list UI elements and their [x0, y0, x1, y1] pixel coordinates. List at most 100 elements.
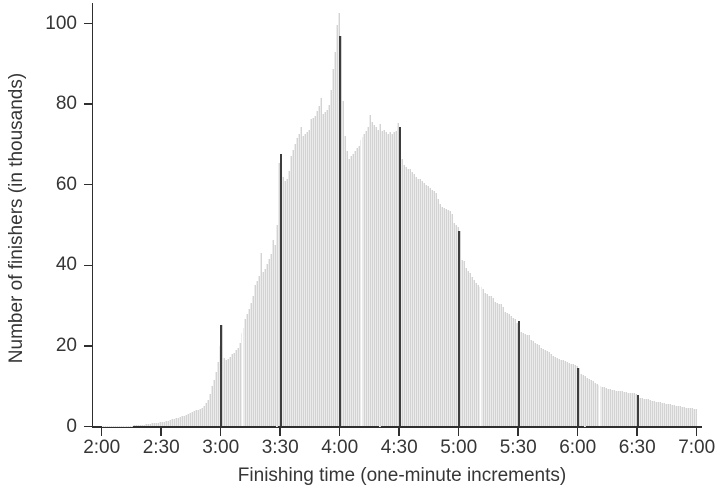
y-tick-mark: [84, 103, 92, 105]
histogram-bar: [349, 156, 352, 427]
histogram-bar: [167, 420, 170, 427]
histogram-bar: [290, 156, 293, 427]
y-tick-mark: [84, 22, 92, 25]
histogram-bar: [514, 319, 517, 427]
histogram-bar: [123, 425, 126, 427]
histogram-bar: [484, 292, 487, 427]
histogram-bar: [690, 408, 693, 427]
histogram-bar: [212, 380, 215, 427]
histogram-bar: [155, 422, 158, 427]
histogram-bar: [294, 144, 297, 427]
histogram-bar: [674, 405, 677, 427]
histogram-bar: [694, 408, 697, 427]
histogram-bar: [557, 358, 560, 427]
histogram-bar: [540, 347, 542, 427]
histogram-bar: [407, 168, 410, 427]
histogram-bar: [163, 421, 166, 427]
histogram-bar: [355, 148, 358, 427]
histogram-bar: [337, 12, 340, 427]
histogram-bar: [474, 282, 477, 427]
histogram-bar: [175, 418, 178, 427]
histogram-bar: [672, 405, 675, 427]
histogram-bar: [262, 272, 265, 427]
histogram-bar: [415, 176, 418, 427]
y-tick-mark: [84, 183, 92, 186]
histogram-bar: [210, 386, 213, 427]
round-time-spike-5:00: [458, 231, 461, 427]
histogram-bar: [579, 374, 582, 427]
histogram-bar: [268, 259, 271, 427]
histogram-bar: [559, 359, 562, 427]
histogram-bar: [627, 392, 630, 427]
x-tick-label: 5:30: [499, 437, 537, 458]
histogram-bar: [190, 412, 193, 427]
histogram-bar: [599, 386, 602, 427]
histogram-bar: [214, 372, 217, 427]
histogram-bar: [375, 127, 378, 427]
histogram-bar: [651, 400, 654, 427]
histogram-bar: [196, 409, 199, 427]
histogram-bar: [345, 151, 348, 427]
histogram-bar: [401, 159, 404, 427]
histogram-bar: [226, 358, 229, 427]
histogram-bar: [565, 362, 568, 427]
x-tick-label: 4:00: [321, 437, 359, 458]
histogram-bar: [371, 122, 374, 427]
histogram-bar: [512, 317, 515, 427]
x-tick-label: 6:00: [559, 437, 597, 458]
histogram-bar: [173, 418, 176, 427]
histogram-bar: [248, 308, 251, 427]
x-tick-mark: [636, 427, 638, 436]
histogram-bar: [446, 210, 449, 427]
histogram-bar: [133, 425, 136, 427]
histogram-bar: [601, 387, 604, 427]
histogram-bar: [587, 378, 590, 427]
histogram-bar: [603, 387, 606, 427]
histogram-bar: [456, 227, 459, 427]
histogram-bar: [284, 180, 287, 427]
histogram-bar: [369, 114, 372, 427]
histogram-bar: [528, 335, 531, 427]
x-tick-label: 4:30: [380, 437, 418, 458]
round-time-spike-4:30: [398, 127, 401, 427]
histogram-bar: [282, 176, 285, 427]
histogram-bar: [524, 333, 527, 427]
histogram-bar: [276, 225, 279, 427]
histogram-bar: [335, 24, 338, 427]
histogram-bar: [419, 179, 421, 427]
histogram-bar: [421, 181, 423, 427]
histogram-bar: [127, 425, 130, 427]
x-tick-mark: [576, 427, 579, 436]
histogram-bar: [363, 133, 366, 427]
histogram-bar: [438, 204, 441, 427]
x-tick-mark: [517, 427, 519, 436]
histogram-bar: [202, 405, 205, 427]
y-tick-label: 40: [55, 254, 77, 276]
y-tick-label: 0: [66, 415, 77, 437]
histogram-bar: [119, 425, 122, 427]
histogram-bar: [680, 406, 683, 427]
histogram-bar: [347, 158, 350, 427]
histogram-bar: [516, 322, 519, 427]
x-tick-mark: [219, 427, 222, 436]
histogram-bar: [222, 357, 225, 427]
histogram-bar: [393, 132, 396, 427]
histogram-bar: [682, 407, 685, 427]
histogram-bar: [177, 417, 180, 427]
y-tick-label: 80: [55, 93, 77, 115]
y-tick-mark: [84, 264, 92, 267]
histogram-bar: [129, 425, 132, 427]
histogram-bar: [161, 422, 164, 427]
x-tick-label: 6:30: [618, 437, 656, 458]
histogram-bar: [246, 314, 249, 427]
histogram-bar: [147, 424, 150, 427]
histogram-bar: [258, 276, 261, 427]
histogram-bar: [403, 164, 406, 427]
histogram-bar: [302, 136, 304, 427]
histogram-bar: [188, 413, 191, 427]
histogram-bar: [232, 352, 235, 427]
histogram-bar: [181, 416, 183, 427]
histogram-bar: [545, 351, 548, 427]
histogram-bar: [186, 414, 189, 427]
histogram-bar: [323, 112, 326, 427]
